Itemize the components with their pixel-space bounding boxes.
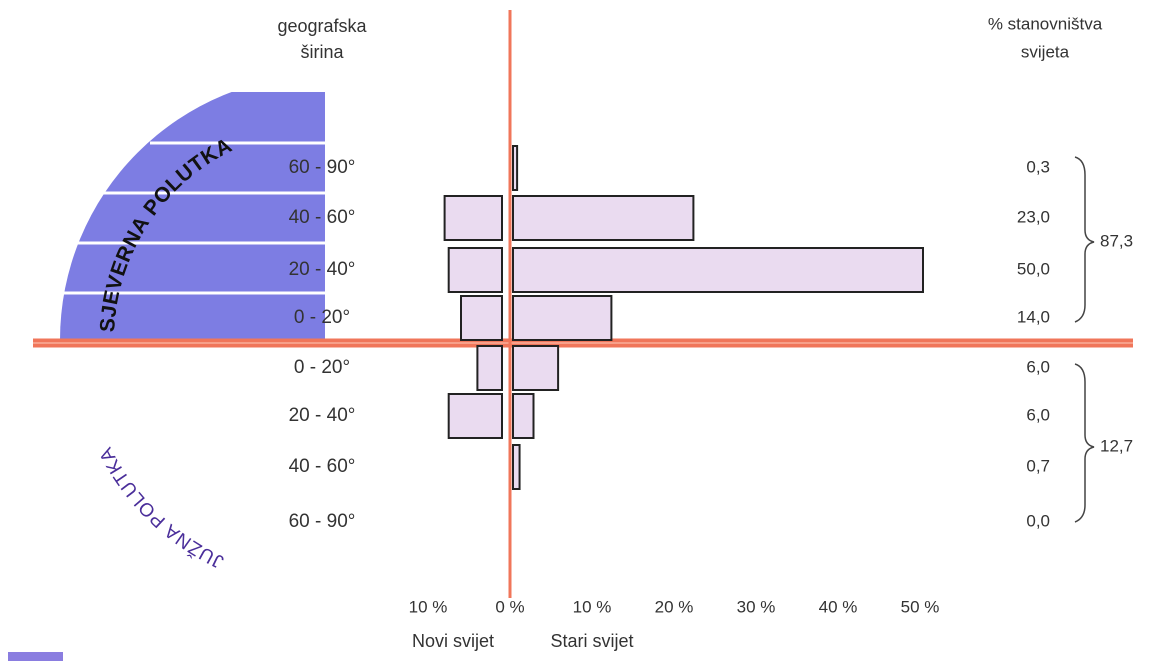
- population-share: 0,7: [1026, 456, 1050, 475]
- share-header: svijeta: [1021, 42, 1070, 61]
- bar: [447, 247, 504, 293]
- latitude-label: 20 - 40°: [289, 259, 356, 280]
- latitude-label: 0 - 20°: [294, 357, 350, 378]
- latitude-lines: [62, 141, 325, 295]
- south-hemisphere-label: JUŽNA POLUTKA: [95, 443, 227, 572]
- population-share: 6,0: [1026, 405, 1050, 424]
- bar: [460, 295, 503, 341]
- population-share: 0,3: [1026, 157, 1050, 176]
- series-label: Novi svijet: [412, 631, 494, 651]
- bar: [512, 195, 695, 241]
- bar: [512, 345, 560, 391]
- total-label: 87,3: [1100, 231, 1133, 250]
- population-share: 0,0: [1026, 511, 1050, 530]
- population-share: 14,0: [1017, 307, 1050, 326]
- x-tick-label: 10 %: [573, 597, 612, 616]
- legend-swatch: [8, 652, 63, 661]
- braces: [1074, 156, 1095, 523]
- population-share: 50,0: [1017, 259, 1050, 278]
- bar: [512, 393, 535, 439]
- bar: [443, 195, 504, 241]
- total-label: 12,7: [1100, 436, 1133, 455]
- bar: [447, 393, 504, 439]
- bar: [512, 295, 613, 341]
- latitude-label: 60 - 90°: [289, 511, 356, 532]
- series-label: Stari svijet: [550, 631, 633, 651]
- x-tick-label: 40 %: [819, 597, 858, 616]
- south-hemisphere-text: JUŽNA POLUTKA: [95, 443, 226, 572]
- x-tick-label: 20 %: [655, 597, 694, 616]
- latitude-label: 60 - 90°: [289, 157, 356, 178]
- x-tick-label: 0 %: [495, 597, 524, 616]
- latitude-label: 20 - 40°: [289, 405, 356, 426]
- population-share: 23,0: [1017, 207, 1050, 226]
- bar: [512, 444, 521, 490]
- northern-quadrant: [60, 92, 325, 340]
- latitude-label: 40 - 60°: [289, 456, 356, 477]
- share-header: % stanovništva: [988, 14, 1103, 33]
- hemisphere-shape: [60, 92, 325, 340]
- latitude-label: 40 - 60°: [289, 207, 356, 228]
- x-tick-label: 50 %: [901, 597, 940, 616]
- latitude-label: 0 - 20°: [294, 307, 350, 328]
- bar: [512, 247, 924, 293]
- x-tick-label: 30 %: [737, 597, 776, 616]
- bar: [476, 345, 503, 391]
- latitude-header: širina: [300, 42, 344, 62]
- population-share: 6,0: [1026, 357, 1050, 376]
- bar: [512, 145, 519, 191]
- x-tick-label: 10 %: [409, 597, 448, 616]
- latitude-header: geografska: [277, 16, 367, 36]
